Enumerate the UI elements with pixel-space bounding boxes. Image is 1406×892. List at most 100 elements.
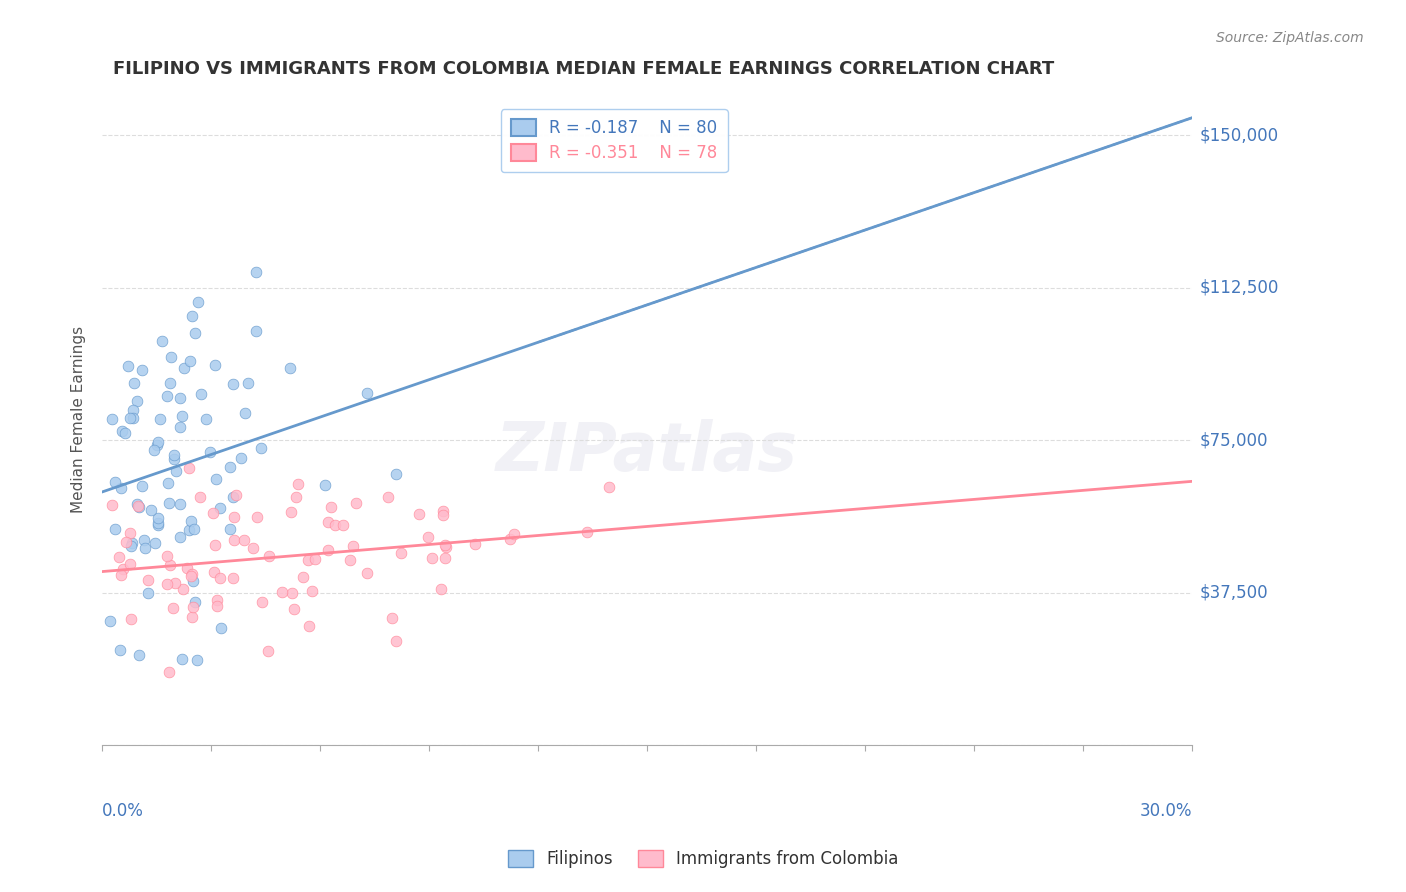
Point [204, 359, 226, 373]
Point [385, 467, 408, 481]
Point [183, 326, 205, 340]
Point [180, 568, 202, 582]
Point [225, 488, 247, 502]
Point [173, 360, 195, 375]
Point [149, 412, 172, 426]
Point [160, 350, 183, 364]
Point [118, 411, 141, 425]
Point [170, 651, 193, 665]
Point [408, 507, 430, 521]
Point [172, 409, 194, 424]
Point [434, 539, 457, 553]
Point [124, 376, 146, 390]
Point [159, 376, 181, 391]
Point [198, 445, 221, 459]
Point [132, 533, 155, 547]
Point [156, 389, 179, 403]
Point [222, 510, 245, 524]
Point [222, 533, 245, 547]
Point [245, 324, 267, 338]
Point [157, 496, 180, 510]
Point [281, 586, 304, 600]
Point [173, 582, 195, 596]
Point [323, 518, 346, 533]
Point [162, 448, 184, 462]
Point [245, 264, 267, 278]
Point [148, 516, 170, 530]
Point [222, 491, 245, 505]
Point [150, 334, 173, 349]
Point [183, 522, 205, 536]
Point [377, 490, 399, 504]
Point [432, 508, 454, 522]
Point [316, 543, 339, 558]
Point [205, 599, 228, 614]
Point [418, 529, 440, 543]
Point [120, 612, 142, 626]
Point [292, 569, 315, 583]
Point [242, 541, 264, 556]
Point [169, 391, 191, 405]
Point [163, 575, 186, 590]
Point [169, 497, 191, 511]
Point [98, 614, 121, 628]
Point [177, 460, 200, 475]
Point [283, 602, 305, 616]
Point [499, 533, 522, 547]
Point [187, 294, 209, 309]
Point [163, 452, 186, 467]
Point [155, 549, 177, 564]
Point [297, 553, 319, 567]
Point [257, 549, 280, 563]
Point [236, 376, 259, 390]
Point [156, 577, 179, 591]
Point [139, 503, 162, 517]
Point [202, 506, 225, 520]
Point [222, 376, 245, 391]
Point [430, 582, 453, 596]
Point [157, 476, 180, 491]
Point [128, 500, 150, 514]
Point [389, 546, 412, 560]
Point [271, 585, 294, 599]
Point [209, 621, 232, 635]
Point [128, 648, 150, 663]
Point [188, 490, 211, 504]
Point [209, 571, 232, 585]
Point [502, 527, 524, 541]
Point [434, 540, 457, 554]
Point [120, 540, 142, 554]
Point [143, 442, 166, 457]
Point [246, 510, 269, 524]
Point [131, 478, 153, 492]
Point [319, 500, 342, 514]
Legend: R = -0.187    N = 80, R = -0.351    N = 78: R = -0.187 N = 80, R = -0.351 N = 78 [501, 110, 728, 172]
Point [186, 653, 208, 667]
Point [209, 501, 232, 516]
Point [136, 573, 159, 587]
Point [145, 536, 167, 550]
Point [464, 537, 486, 551]
Point [280, 505, 302, 519]
Point [219, 522, 242, 536]
Point [356, 566, 378, 580]
Text: 30.0%: 30.0% [1139, 802, 1192, 821]
Text: ZIPatlas: ZIPatlas [496, 419, 799, 485]
Point [127, 499, 149, 513]
Point [344, 496, 367, 510]
Point [232, 533, 254, 548]
Point [179, 523, 201, 537]
Point [301, 583, 323, 598]
Text: $112,500: $112,500 [1199, 278, 1278, 297]
Point [184, 595, 207, 609]
Point [180, 309, 202, 323]
Point [256, 644, 278, 658]
Point [146, 438, 169, 452]
Point [110, 481, 132, 495]
Point [122, 410, 145, 425]
Point [298, 619, 321, 633]
Text: 0.0%: 0.0% [103, 802, 143, 821]
Point [356, 386, 378, 401]
Text: FILIPINO VS IMMIGRANTS FROM COLOMBIA MEDIAN FEMALE EARNINGS CORRELATION CHART: FILIPINO VS IMMIGRANTS FROM COLOMBIA MED… [112, 60, 1054, 78]
Text: $75,000: $75,000 [1199, 431, 1268, 450]
